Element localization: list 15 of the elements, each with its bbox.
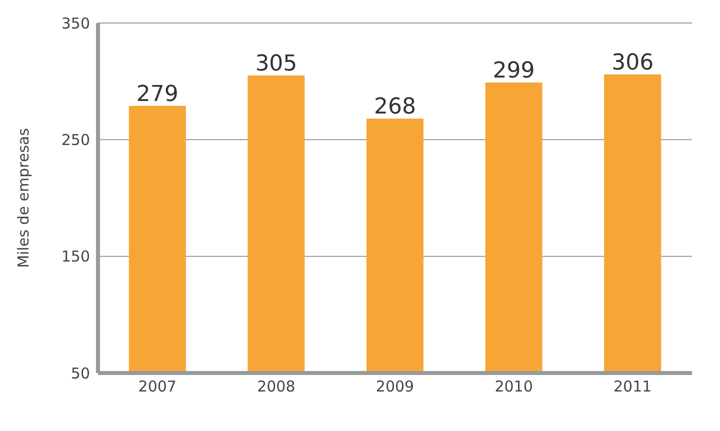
data-label: 268 <box>374 94 416 120</box>
data-label: 305 <box>255 52 298 76</box>
x-tick-label: 2008 <box>257 378 296 396</box>
x-tick-label: 2011 <box>614 378 652 396</box>
y-tick-label: 50 <box>70 364 90 382</box>
y-axis-title: Miles de empresas <box>14 128 32 268</box>
y-tick-label: 250 <box>61 130 90 149</box>
x-tick-label: 2007 <box>138 378 176 396</box>
data-label: 306 <box>612 50 654 76</box>
data-label: 299 <box>492 58 535 84</box>
x-tick-label: 2009 <box>376 378 414 396</box>
x-tick-label: 2010 <box>494 378 533 396</box>
y-tick-label: 150 <box>61 248 90 266</box>
y-tick-label: 350 <box>61 14 90 32</box>
data-label: 279 <box>136 82 178 107</box>
